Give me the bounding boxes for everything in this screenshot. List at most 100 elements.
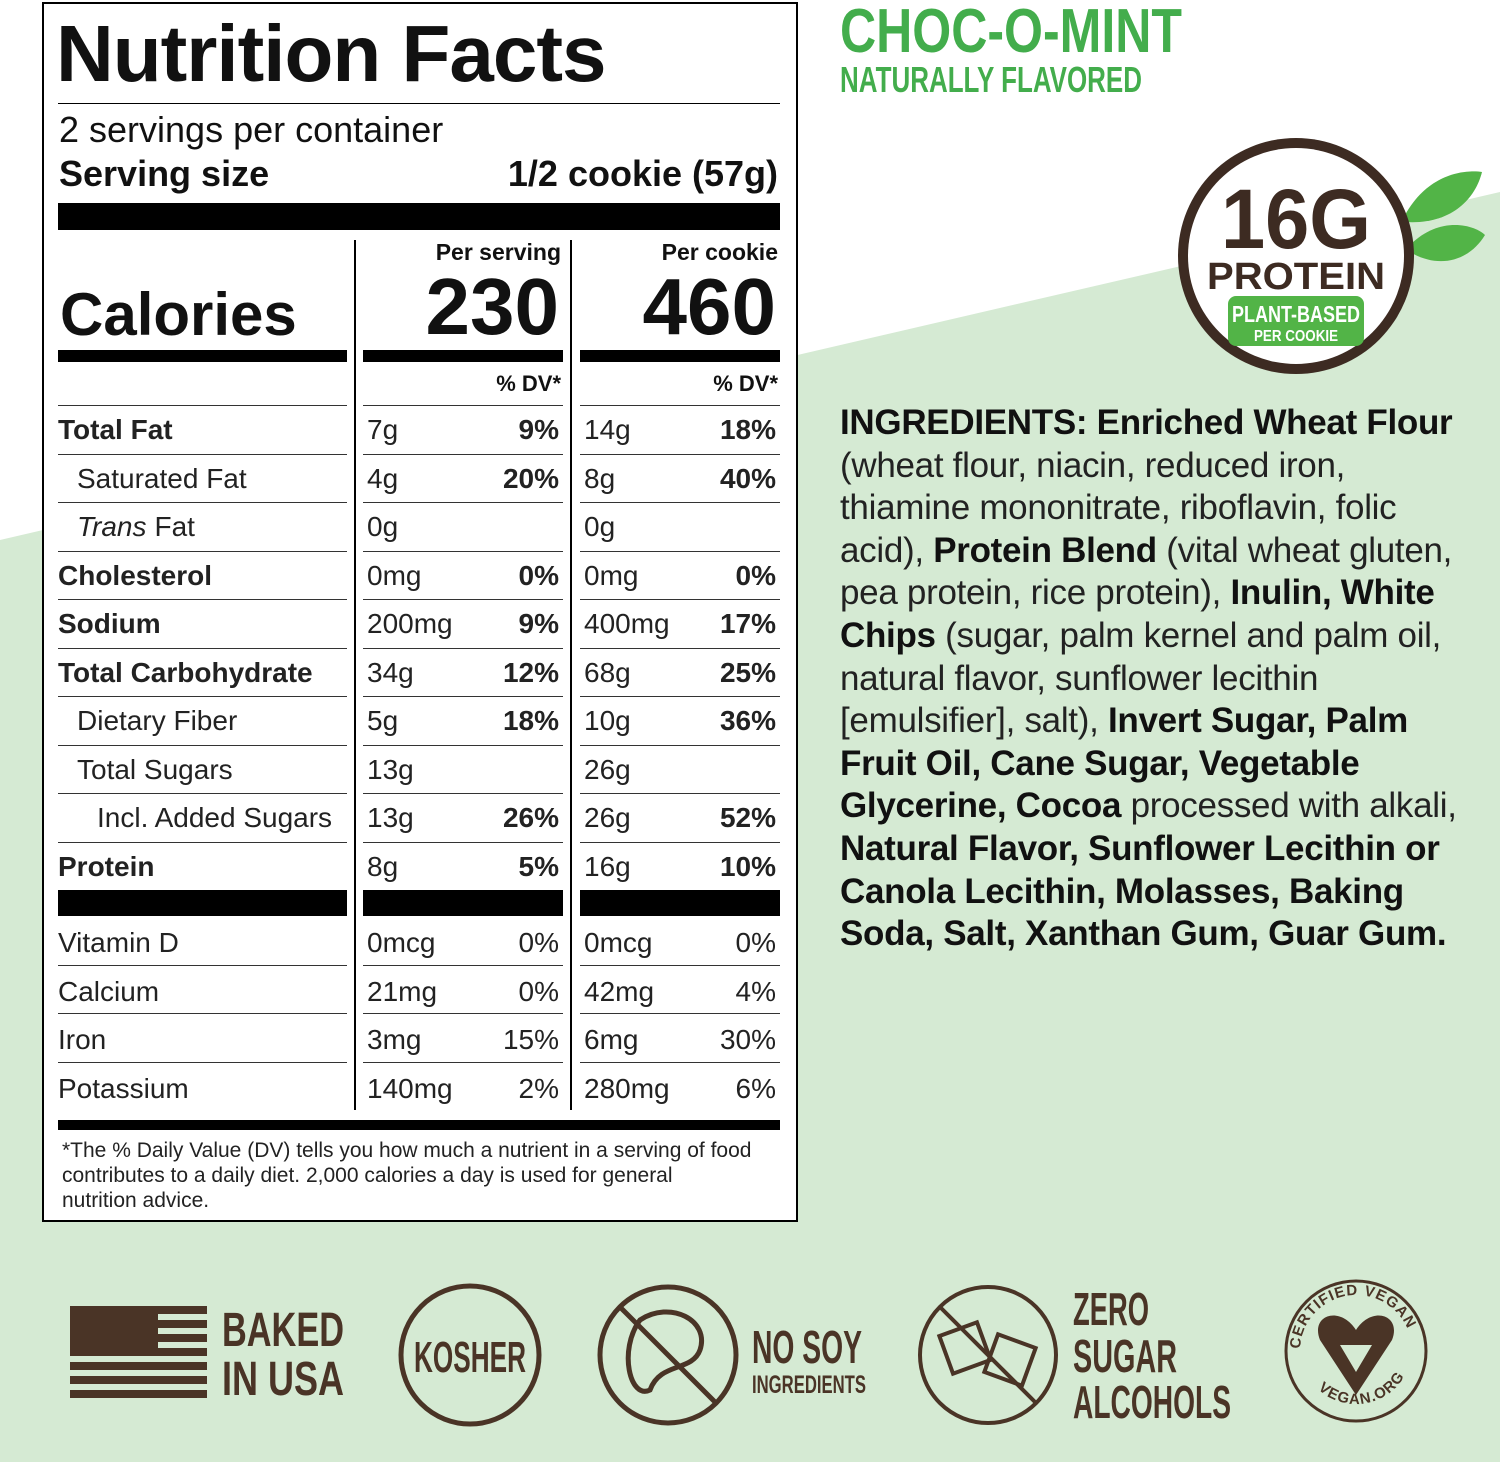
row-rule <box>580 964 780 966</box>
ingredient-text: (vital wheat gluten, pea protein, rice p… <box>840 530 1453 613</box>
row-rule <box>363 1013 563 1014</box>
column-divider <box>354 240 356 1110</box>
column-header: Per serving <box>435 239 561 265</box>
panel-title: Nutrition Facts <box>56 9 606 98</box>
row-rule <box>58 744 347 746</box>
nutrient-name: Iron <box>58 1023 106 1057</box>
nutrient-name: Total Sugars <box>77 753 233 787</box>
amount: 0g <box>367 511 399 542</box>
column-divider <box>570 240 572 1110</box>
daily-value: 0% <box>518 927 559 958</box>
product-name: CHOC-O-MINT <box>840 0 1182 66</box>
row-rule <box>580 550 780 552</box>
row-rule <box>580 599 780 600</box>
daily-value: 18% <box>719 414 776 445</box>
row-rule <box>58 405 347 406</box>
nutrient-name: Cholesterol <box>58 559 212 593</box>
row-rule <box>363 964 563 966</box>
nutrient-name: Iron <box>58 1024 107 1055</box>
amount: 26g <box>584 753 631 785</box>
amount: 3mg <box>367 1024 422 1055</box>
ingredient-bold: INGREDIENTS: Enriched Wheat Flour <box>840 403 1453 442</box>
amount: 400mg <box>584 608 670 639</box>
amount: 14g <box>584 414 631 445</box>
nutrient-name: Trans <box>77 511 147 542</box>
calories-value: 230 <box>425 262 559 351</box>
amount: 26g <box>584 802 631 833</box>
nutrient-name: Vitamin D <box>58 926 179 960</box>
amount: 280mg <box>584 1072 670 1104</box>
calories-value: 460 <box>642 262 776 351</box>
badge-text: KOSHER <box>414 1333 526 1382</box>
leaf <box>1405 171 1482 223</box>
vegan-ring <box>1284 1279 1428 1423</box>
no-soy-icon <box>597 1284 739 1426</box>
nutrient-name: Dietary Fiber <box>77 705 238 736</box>
daily-value: 17% <box>719 608 776 639</box>
servings: 2 servings per container <box>59 109 444 150</box>
serving-size: 1/2 cookie (57g) <box>507 153 778 194</box>
ingredient-bold: Invert Sugar, Palm Fruit Oil, Cane Sugar… <box>840 701 1408 826</box>
daily-value: 9% <box>518 608 559 639</box>
vegan-heart <box>1318 1315 1394 1395</box>
badge-amount: 16G <box>1221 172 1371 266</box>
row-rule <box>580 841 780 843</box>
amount: 13g <box>367 753 414 785</box>
nutrient-name: Protein <box>58 850 154 884</box>
ingredient-bold: Protein Blend <box>933 530 1157 570</box>
nutrient-name: Vitamin D <box>58 927 179 958</box>
badge-sub: PER COOKIE <box>1254 328 1338 345</box>
amount: 140mg <box>367 1072 453 1104</box>
row-rule <box>580 793 780 794</box>
daily-value: 0% <box>518 975 559 1007</box>
ingredients: INGREDIENTS: Enriched Wheat Flour (wheat… <box>840 402 1460 956</box>
ingredient-bold: Natural Flavor, Sunflower Lecithin or Ca… <box>840 828 1447 954</box>
badge-text: BAKED <box>222 1304 344 1357</box>
badge-text: ZERO <box>1073 1283 1149 1335</box>
daily-value: 2% <box>518 1072 559 1104</box>
row-rule <box>58 599 347 600</box>
daily-value: 10% <box>719 850 776 882</box>
daily-value: 0% <box>518 559 559 591</box>
row-rule <box>363 453 563 455</box>
nutrient-name: Incl. Added Sugars <box>97 801 332 835</box>
kosher-ring <box>398 1283 542 1427</box>
ingredient-text: (wheat flour, niacin, reduced iron, thia… <box>840 445 1397 570</box>
daily-value: 40% <box>719 462 776 494</box>
nutrient-name: Saturated Fat <box>77 462 247 494</box>
nutrient-name: Fat <box>154 511 195 542</box>
daily-value: 36% <box>719 705 776 736</box>
daily-value: 0% <box>735 559 776 591</box>
rule <box>58 103 780 104</box>
nutrient-name: Total Fat <box>58 414 173 445</box>
amount: 8g <box>584 462 616 494</box>
badge-sub: PLANT-BASED <box>1232 301 1360 327</box>
daily-value: 26% <box>502 802 559 833</box>
daily-value: 18% <box>502 705 559 736</box>
amount: 34g <box>367 656 414 688</box>
amount: 0mg <box>367 559 422 591</box>
row-rule <box>580 502 780 503</box>
nutrient-name: Sodium <box>58 608 161 639</box>
calories-label: Calories <box>60 281 297 348</box>
nutrient-name: Total Carbohydrate <box>58 656 313 690</box>
sugar-icon <box>918 1285 1058 1425</box>
nutrient-name: Potassium <box>58 1072 189 1106</box>
daily-value: 9% <box>518 414 559 445</box>
ingredient-bold: Inulin, White Chips <box>840 573 1435 655</box>
row-rule <box>58 696 347 697</box>
daily-value: 12% <box>502 656 559 688</box>
row-rule <box>58 793 347 794</box>
daily-value: 25% <box>719 656 776 688</box>
daily-value: 5% <box>518 850 559 882</box>
badge-label: PROTEIN <box>1207 256 1385 298</box>
amount: 10g <box>584 705 631 736</box>
thick-rule <box>580 350 780 362</box>
daily-value: 20% <box>502 462 559 494</box>
row-rule <box>363 550 563 552</box>
thick-rule <box>58 890 347 916</box>
nutrient-name: Calcium <box>58 975 160 1007</box>
serving-size-label: Serving size <box>59 153 270 194</box>
badge-text: SUGAR <box>1073 1330 1177 1382</box>
